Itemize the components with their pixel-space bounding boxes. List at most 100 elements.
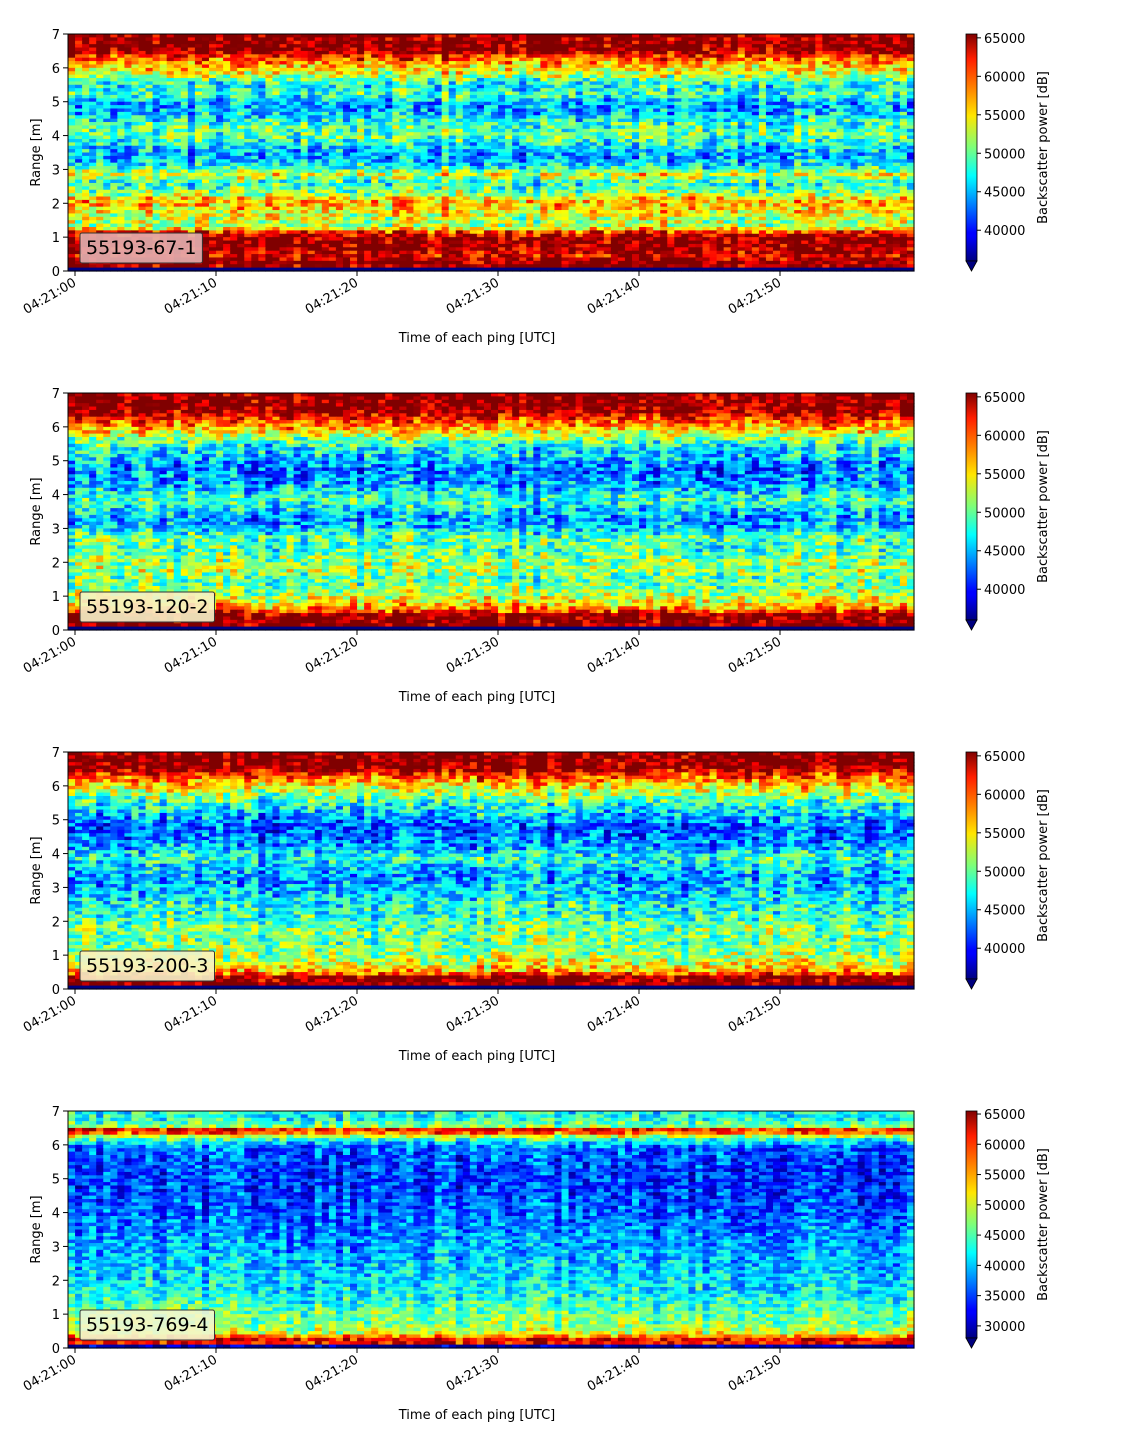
- heatmap-cell: [519, 67, 527, 72]
- heatmap-cell: [307, 91, 316, 96]
- heatmap-cell: [462, 34, 471, 38]
- heatmap-cell: [857, 34, 866, 38]
- heatmap-cell: [603, 54, 612, 59]
- heatmap-cell: [364, 101, 372, 106]
- heatmap-cell: [265, 98, 274, 103]
- heatmap-cell: [526, 81, 534, 86]
- heatmap-cell: [237, 91, 245, 96]
- heatmap-cell: [843, 94, 852, 99]
- heatmap-cell: [194, 71, 203, 76]
- heatmap-cell: [519, 44, 527, 49]
- heatmap-cell: [117, 78, 125, 82]
- heatmap-cell: [646, 34, 654, 38]
- heatmap-cell: [89, 44, 97, 49]
- heatmap-cell: [815, 61, 823, 66]
- heatmap-cell: [462, 101, 471, 106]
- heatmap-cell: [406, 71, 415, 76]
- heatmap-cell: [406, 44, 415, 49]
- heatmap-cell: [822, 47, 830, 52]
- heatmap-cell: [582, 91, 591, 96]
- heatmap-cell: [688, 34, 697, 38]
- heatmap-cell: [568, 78, 577, 82]
- heatmap-cell: [617, 91, 626, 96]
- heatmap-cell: [166, 78, 175, 82]
- heatmap-cell: [681, 50, 689, 55]
- heatmap-cell: [230, 57, 238, 62]
- heatmap-cell: [568, 88, 577, 93]
- heatmap-cell: [737, 78, 746, 82]
- heatmap-cell: [258, 64, 266, 69]
- heatmap-cell: [110, 74, 118, 79]
- heatmap-cell: [892, 64, 901, 69]
- heatmap-cell: [498, 91, 506, 96]
- heatmap-cell: [885, 61, 894, 66]
- heatmap-cell: [378, 101, 386, 106]
- heatmap-cell: [117, 67, 125, 72]
- heatmap-cell: [420, 91, 429, 96]
- heatmap-cell: [272, 67, 281, 72]
- heatmap-cell: [314, 78, 323, 82]
- heatmap-cell: [899, 34, 908, 38]
- heatmap-cell: [103, 61, 111, 66]
- heatmap-cell: [568, 84, 577, 89]
- heatmap-cell: [730, 50, 739, 55]
- heatmap-cell: [787, 50, 795, 55]
- heatmap-cell: [307, 71, 316, 76]
- heatmap-cell: [300, 74, 309, 79]
- heatmap-cell: [441, 44, 450, 49]
- heatmap-cell: [878, 54, 887, 59]
- heatmap-cell: [462, 47, 471, 52]
- heatmap-cell: [152, 40, 161, 45]
- heatmap-cell: [547, 54, 556, 59]
- heatmap-cell: [194, 78, 203, 82]
- heatmap-cell: [519, 91, 527, 96]
- heatmap-cell: [589, 94, 598, 99]
- heatmap-cell: [300, 94, 309, 99]
- heatmap-cell: [279, 101, 288, 106]
- heatmap-cell: [413, 44, 422, 49]
- heatmap-cell: [660, 61, 668, 66]
- heatmap-cell: [469, 67, 478, 72]
- heatmap-cell: [75, 88, 83, 93]
- heatmap-cell: [159, 37, 168, 42]
- heatmap-cell: [209, 37, 217, 42]
- heatmap-cell: [272, 84, 281, 89]
- heatmap-cell: [892, 47, 901, 52]
- heatmap-cell: [885, 47, 894, 52]
- heatmap-cell: [836, 54, 845, 59]
- heatmap-cell: [632, 81, 640, 86]
- heatmap-cell: [610, 98, 619, 103]
- heatmap-cell: [483, 64, 492, 69]
- heatmap-cell: [589, 67, 598, 72]
- heatmap-cell: [568, 34, 577, 38]
- heatmap-cell: [878, 74, 887, 79]
- heatmap-cell: [843, 57, 852, 62]
- heatmap-cell: [737, 40, 746, 45]
- heatmap-cell: [568, 98, 577, 103]
- heatmap-cell: [780, 50, 788, 55]
- heatmap-cell: [434, 64, 443, 69]
- heatmap-cell: [787, 88, 795, 93]
- heatmap-cell: [223, 81, 231, 86]
- heatmap-cell: [483, 61, 492, 66]
- heatmap-cell: [596, 61, 605, 66]
- heatmap-cell: [561, 74, 570, 79]
- heatmap-cell: [145, 44, 154, 49]
- heatmap-cell: [815, 40, 823, 45]
- heatmap-cell: [173, 57, 182, 62]
- heatmap-cell: [371, 64, 379, 69]
- heatmap-cell: [420, 61, 429, 66]
- heatmap-cell: [744, 101, 753, 106]
- heatmap-cell: [392, 34, 400, 38]
- heatmap-cell: [131, 101, 140, 106]
- heatmap-cell: [582, 71, 591, 76]
- heatmap-cell: [688, 50, 697, 55]
- heatmap-cell: [787, 57, 795, 62]
- heatmap-cell: [251, 50, 259, 55]
- heatmap-cell: [321, 37, 330, 42]
- heatmap-cell: [773, 57, 781, 62]
- heatmap-cell: [406, 54, 415, 59]
- heatmap-cell: [441, 34, 450, 38]
- heatmap-cell: [413, 40, 422, 45]
- heatmap-cell: [660, 78, 668, 82]
